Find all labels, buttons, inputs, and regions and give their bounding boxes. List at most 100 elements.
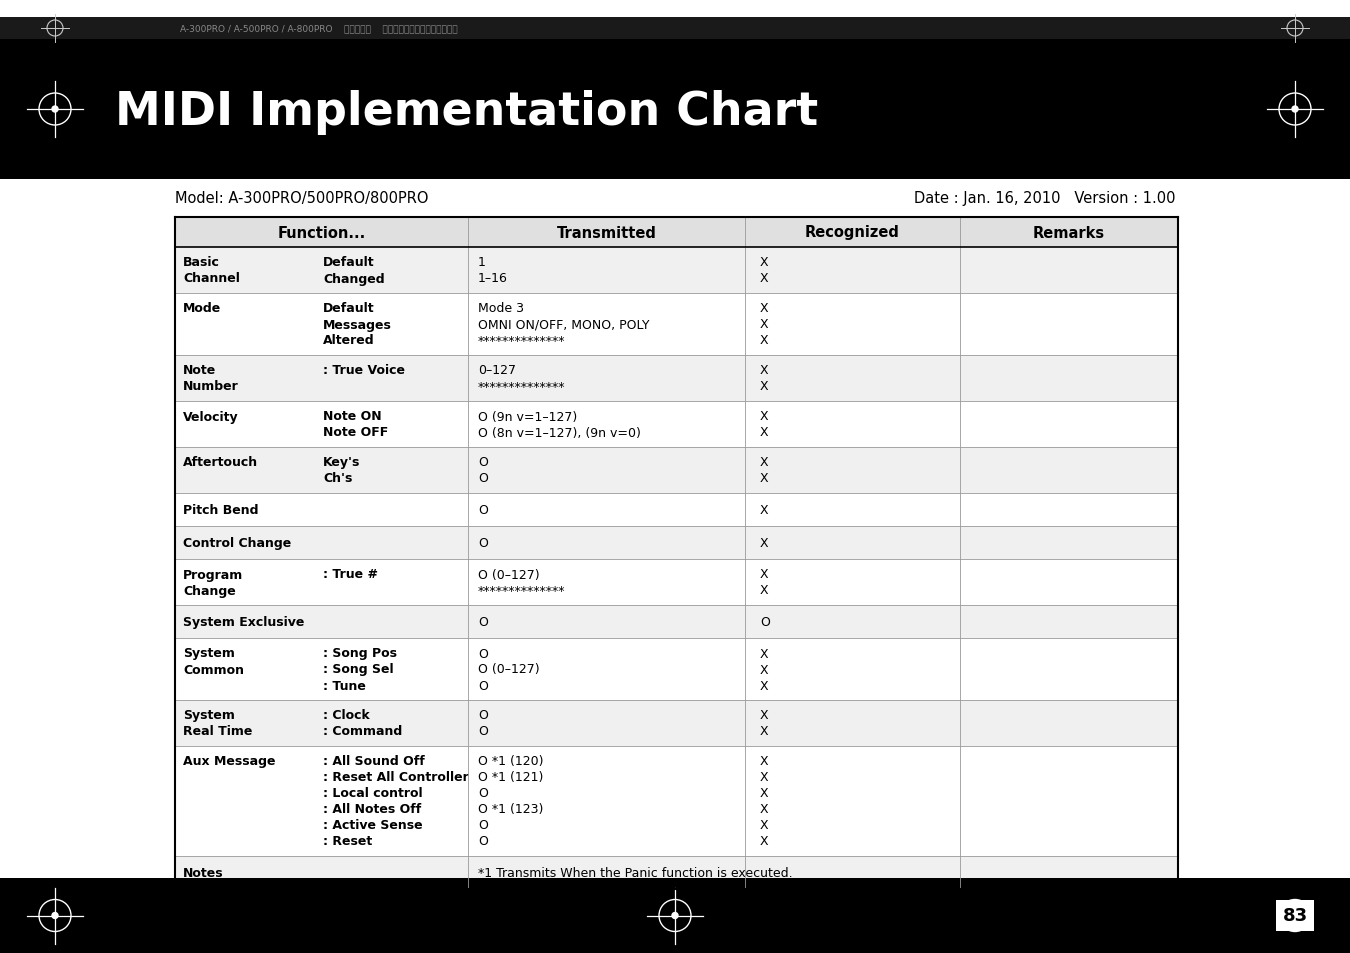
Text: System: System [184,647,235,659]
Text: X: X [760,647,768,659]
Text: Note OFF: Note OFF [323,426,389,439]
Text: : All Sound Off: : All Sound Off [323,755,425,768]
Text: Number: Number [184,380,239,393]
Circle shape [672,913,678,919]
Text: O: O [478,503,487,517]
Text: Common: Common [184,662,244,676]
Text: O: O [478,616,487,628]
Text: System: System [184,709,235,721]
Text: O (8n v=1–127), (9n v=0): O (8n v=1–127), (9n v=0) [478,426,641,439]
Text: Aux Message: Aux Message [184,755,275,768]
Text: Change: Change [184,584,236,597]
Text: X: X [760,380,768,393]
Text: Mode 3: Mode 3 [478,302,524,315]
Text: X: X [760,786,768,800]
Text: Mode 2 : OMNI ON, MONO: Mode 2 : OMNI ON, MONO [657,904,821,918]
Text: X: X [760,537,768,550]
Text: O *1 (123): O *1 (123) [478,802,543,816]
Text: : Reset All Controller: : Reset All Controller [323,771,468,783]
Text: : Tune: : Tune [323,679,366,692]
Text: Messages: Messages [323,318,391,331]
Text: 1–16: 1–16 [478,273,508,285]
Text: A-300PRO / A-500PRO / A-800PRO    取扱説明書    ご利用前に必ずお読みください: A-300PRO / A-500PRO / A-800PRO 取扱説明書 ご利用… [180,25,458,33]
Text: *1 Transmits When the Panic function is executed.: *1 Transmits When the Panic function is … [478,866,792,879]
Text: O *1 (121): O *1 (121) [478,771,543,783]
Text: X: X [760,364,768,377]
Bar [0,878,1350,953]
Text: 83: 83 [1282,906,1308,924]
Text: : True #: : True # [323,568,378,581]
Text: Pitch Bend: Pitch Bend [184,503,258,517]
Bar [176,605,1179,639]
Text: O: O [760,616,770,628]
Text: : All Notes Off: : All Notes Off [323,802,421,816]
Text: X: X [760,755,768,768]
Text: **************: ************** [478,335,566,347]
Text: Channel: Channel [184,273,240,285]
Text: MIDI Implementation Chart: MIDI Implementation Chart [115,91,818,135]
Text: O: O [478,679,487,692]
Text: : Clock: : Clock [323,709,370,721]
Text: X: X [760,273,768,285]
Text: O (0–127): O (0–127) [478,662,540,676]
Bar [176,294,1179,355]
Text: X: X [760,456,768,469]
Text: O: O [478,786,487,800]
Text: Program: Program [184,568,243,581]
Text: X: X [760,662,768,676]
Bar [176,639,1179,700]
Bar [0,40,1350,180]
Text: X: X [760,318,768,331]
Text: Aftertouch: Aftertouch [184,456,258,469]
Text: X: X [760,472,768,485]
Text: X: X [760,709,768,721]
Text: Velocity: Velocity [184,410,239,423]
Bar [176,700,1179,746]
Bar [176,559,1179,605]
Bar [176,218,1179,248]
Bar [176,746,1179,856]
Text: **************: ************** [478,380,566,393]
Text: O: O [478,537,487,550]
Bar [176,494,1179,526]
Bar [176,856,1179,889]
Text: 1: 1 [478,256,486,269]
Text: Altered: Altered [323,335,374,347]
Text: O : Yes: O : Yes [1135,904,1179,918]
Text: Notes: Notes [184,866,224,879]
Text: X: X [760,724,768,738]
Text: X: X [760,256,768,269]
Text: O (0–127): O (0–127) [478,568,540,581]
Text: X: X [760,819,768,832]
Text: O: O [478,456,487,469]
Text: Mode 4 : OMNI OFF, MONO: Mode 4 : OMNI OFF, MONO [657,923,826,936]
Text: Note ON: Note ON [323,410,382,423]
Text: Default: Default [323,256,374,269]
Text: 0–127: 0–127 [478,364,516,377]
Text: X : No: X : No [1141,923,1179,936]
Bar [176,526,1179,559]
Text: O: O [478,835,487,847]
Text: : Song Pos: : Song Pos [323,647,397,659]
Circle shape [53,913,58,919]
Circle shape [1292,107,1297,112]
Text: : Song Sel: : Song Sel [323,662,394,676]
Bar [176,248,1179,294]
Text: Transmitted: Transmitted [556,225,656,240]
Text: X: X [760,302,768,315]
Text: X: X [760,503,768,517]
Text: O: O [478,724,487,738]
Text: Note: Note [184,364,216,377]
Text: Changed: Changed [323,273,385,285]
Text: O: O [478,472,487,485]
Text: System Exclusive: System Exclusive [184,616,304,628]
Text: X: X [760,771,768,783]
Text: O *1 (120): O *1 (120) [478,755,544,768]
Text: : Reset: : Reset [323,835,373,847]
Text: Ch's: Ch's [323,472,352,485]
Text: : Active Sense: : Active Sense [323,819,423,832]
Text: X: X [760,335,768,347]
Text: O (9n v=1–127): O (9n v=1–127) [478,410,578,423]
Text: Function...: Function... [277,225,366,240]
Text: OMNI ON/OFF, MONO, POLY: OMNI ON/OFF, MONO, POLY [478,318,649,331]
